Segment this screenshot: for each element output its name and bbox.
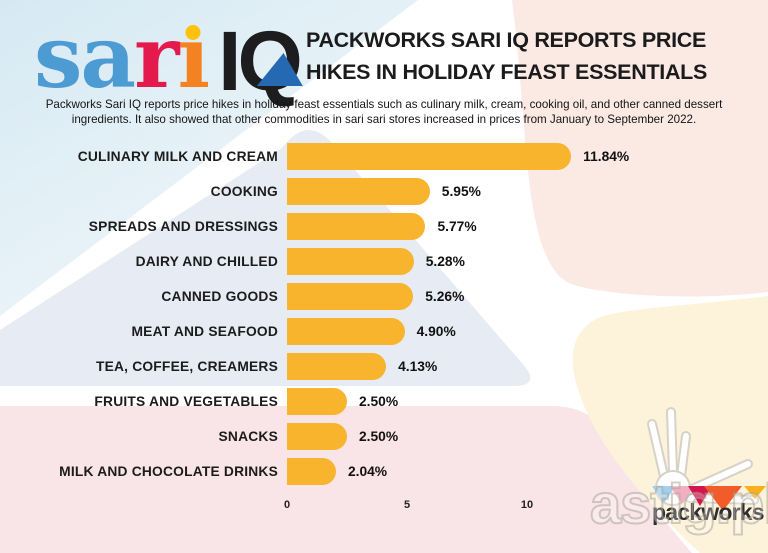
category-label: TEA, COFFEE, CREAMERS [95, 359, 278, 374]
bar [287, 353, 387, 380]
bar-row: CANNED GOODS 5.26% [0, 279, 768, 314]
bar-track: 11.84% [287, 143, 768, 170]
bar-row: TEA, COFFEE, CREAMERS 4.13% [0, 349, 768, 384]
bar-row: MEAT AND SEAFOOD 4.90% [0, 314, 768, 349]
x-axis-tick: 10 [520, 499, 534, 511]
category-label: MEAT AND SEAFOOD [131, 324, 278, 339]
category-label: FRUITS AND VEGETABLES [94, 394, 278, 409]
bg-pink-top-right [512, 0, 768, 297]
sari-letter: ı [177, 7, 210, 108]
bar [287, 318, 405, 345]
value-label: 5.95% [441, 184, 481, 199]
x-axis-tick: 0 [283, 499, 291, 511]
iq-text: IQ [218, 14, 303, 108]
value-label: 4.90% [416, 324, 456, 339]
bar [287, 458, 336, 485]
bar-row: FRUITS AND VEGETABLES 2.50% [0, 384, 768, 419]
bg-pink-bottom [0, 406, 692, 553]
iq-wordmark: IQ [218, 19, 303, 103]
title-line-1: PACKWORKS SARI IQ REPORTS PRICE [306, 28, 707, 52]
sari-letter: s [34, 7, 82, 108]
bar-track: 2.04% [287, 458, 768, 485]
category-label: CANNED GOODS [161, 289, 278, 304]
sari-letter: a [80, 7, 136, 108]
bar [287, 388, 347, 415]
category-label: COOKING [210, 184, 278, 199]
category-label: MILK AND CHOCOLATE DRINKS [59, 464, 278, 479]
page-title: PACKWORKS SARI IQ REPORTS PRICE HIKES IN… [306, 24, 758, 88]
bar-track: 2.50% [287, 388, 768, 415]
packworks-triangles-icon [652, 486, 766, 511]
watermark: astig.ph [589, 472, 768, 535]
bar-row: SNACKS 2.50% [0, 419, 768, 454]
title-line-2: HIKES IN HOLIDAY FEAST ESSENTIALS [306, 60, 708, 84]
category-label: DAIRY AND CHILLED [135, 254, 278, 269]
bar-track: 5.26% [287, 283, 768, 310]
bar-track: 4.13% [287, 353, 768, 380]
packworks-wordmark: packworks [652, 499, 765, 525]
x-axis: 0 5 10 [283, 499, 587, 515]
x-axis-tick: 5 [403, 499, 411, 511]
subtitle: Packworks Sari IQ reports price hikes in… [45, 98, 723, 126]
bar-track: 5.28% [287, 248, 768, 275]
bar-track: 4.90% [287, 318, 768, 345]
bar-chart: CULINARY MILK AND CREAM 11.84% COOKING 5… [0, 139, 768, 489]
value-label: 4.13% [398, 359, 438, 374]
value-label: 5.28% [425, 254, 465, 269]
value-label: 11.84% [583, 149, 630, 164]
bar [287, 423, 347, 450]
bar [287, 283, 414, 310]
value-label: 5.26% [425, 289, 465, 304]
value-label: 2.50% [359, 429, 399, 444]
category-label: CULINARY MILK AND CREAM [77, 149, 278, 164]
bg-blue-wedge [0, 0, 418, 316]
bar-row: SPREADS AND DRESSINGS 5.77% [0, 209, 768, 244]
bar-track: 5.95% [287, 178, 768, 205]
bar [287, 143, 572, 170]
bar-row: DAIRY AND CHILLED 5.28% [0, 244, 768, 279]
i-dot-icon [185, 25, 201, 40]
value-label: 2.04% [347, 464, 388, 479]
bar-row: MILK AND CHOCOLATE DRINKS 2.04% [0, 454, 768, 489]
bar-row: CULINARY MILK AND CREAM 11.84% [0, 139, 768, 174]
bar [287, 213, 426, 240]
value-label: 2.50% [359, 394, 399, 409]
value-label: 5.77% [437, 219, 477, 234]
bar [287, 178, 430, 205]
bar-row: COOKING 5.95% [0, 174, 768, 209]
bar-track: 5.77% [287, 213, 768, 240]
bar [287, 248, 414, 275]
category-label: SPREADS AND DRESSINGS [88, 219, 278, 234]
category-label: SNACKS [218, 429, 278, 444]
bar-track: 2.50% [287, 423, 768, 450]
sari-letter: r [134, 7, 179, 108]
